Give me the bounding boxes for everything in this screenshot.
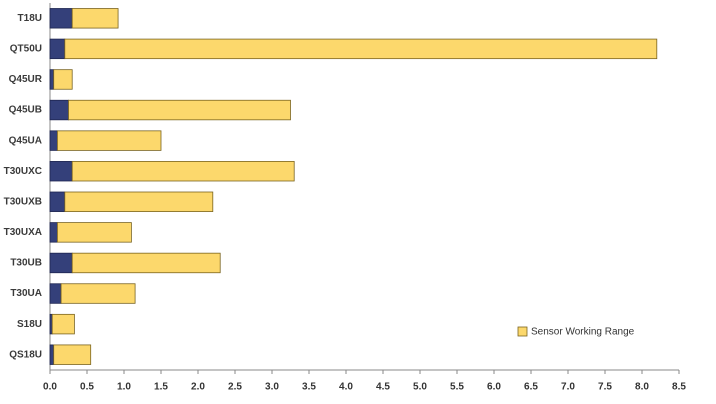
y-tick-label: T30UB — [10, 258, 42, 269]
bar-segment — [71, 8, 119, 29]
x-tick-label: 3.0 — [265, 382, 279, 393]
x-tick-label: 4.5 — [376, 382, 390, 393]
x-tick-label: 7.0 — [561, 382, 575, 393]
x-tick-label: 8.5 — [672, 382, 686, 393]
x-tick-label: 8.0 — [635, 382, 649, 393]
x-tick-label: 5.0 — [413, 382, 427, 393]
x-tick-label: 7.5 — [598, 382, 612, 393]
x-tick-label: 6.0 — [487, 382, 501, 393]
x-tick-label: 4.0 — [339, 382, 353, 393]
bar-segment — [64, 191, 214, 212]
y-tick-label: T18U — [18, 13, 42, 24]
y-tick-label: T30UA — [10, 288, 42, 299]
bar-segment — [49, 38, 66, 60]
bar-segment — [51, 313, 75, 335]
bar-segment — [49, 283, 62, 304]
legend-swatch — [517, 326, 528, 337]
y-tick-label: QT50U — [10, 44, 42, 55]
y-tick-label: Q45UA — [9, 135, 42, 146]
x-tick-label: 0.0 — [43, 382, 57, 393]
bar-segment — [49, 69, 55, 90]
bar-segment — [49, 130, 58, 151]
bar-segment — [53, 69, 73, 90]
x-tick-label: 2.5 — [228, 382, 242, 393]
legend-label: Sensor Working Range — [531, 327, 635, 338]
y-tick-label: T30UXA — [4, 227, 42, 238]
y-tick-label: Q45UR — [9, 74, 43, 85]
x-tick-label: 2.0 — [191, 382, 205, 393]
bar-segment — [60, 283, 136, 304]
x-tick-label: 1.5 — [154, 382, 168, 393]
x-tick-label: 6.5 — [524, 382, 538, 393]
y-tick-label: T30UXB — [4, 196, 42, 207]
x-tick-label: 5.5 — [450, 382, 464, 393]
y-tick-label: Q45UB — [9, 105, 42, 116]
bar-segment — [49, 161, 73, 182]
y-tick-label: T30UXC — [4, 166, 42, 177]
bar-segment — [57, 222, 132, 243]
bar-segment — [49, 8, 73, 29]
bar-segment — [49, 252, 73, 274]
x-tick-label: 0.5 — [80, 382, 94, 393]
bar-segment — [49, 222, 58, 243]
bar-segment — [49, 344, 55, 365]
bar-segment — [49, 191, 66, 212]
y-tick-label: S18U — [17, 319, 42, 330]
bar-segment — [64, 38, 658, 60]
y-tick-label: QS18U — [9, 349, 42, 360]
x-tick-label: 3.5 — [302, 382, 316, 393]
bar-segment — [53, 344, 92, 365]
bar-segment — [57, 130, 162, 151]
bar-segment — [71, 161, 295, 182]
x-tick-label: 1.0 — [117, 382, 131, 393]
bar-segment — [71, 252, 221, 274]
bar-segment — [68, 99, 291, 121]
bar-segment — [49, 99, 69, 121]
